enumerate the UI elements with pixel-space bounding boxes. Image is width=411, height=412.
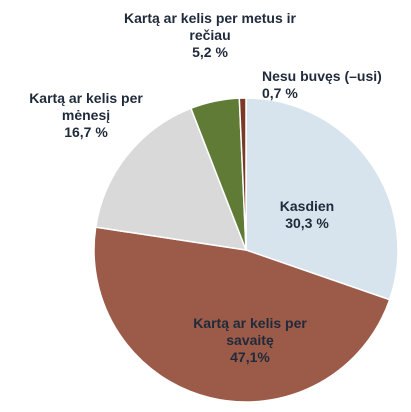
value-label: 0,7 %	[262, 85, 298, 101]
category-label: Kartą ar kelis per savaitę	[193, 315, 307, 348]
slice-label: Kasdien 30,3 %	[257, 198, 357, 232]
slice-label: Nesu buvęs (–usi) 0,7 %	[262, 68, 411, 102]
value-label: 30,3 %	[285, 215, 329, 231]
category-label: Nesu buvęs (–usi)	[262, 68, 382, 84]
slice-label: Kartą ar kelis per mėnesį 16,7 %	[6, 90, 166, 141]
category-label: Kartą ar kelis per mėnesį	[29, 90, 143, 123]
pie-slice	[94, 107, 248, 251]
value-label: 47,1%	[230, 349, 270, 365]
value-label: 16,7 %	[64, 124, 108, 140]
slice-label: Kartą ar kelis per savaitę 47,1%	[175, 315, 325, 366]
pie-slice	[93, 226, 391, 403]
value-label: 5,2 %	[192, 44, 228, 60]
slice-label: Kartą ar kelis per metus ir rečiau 5,2 %	[112, 10, 308, 61]
category-label: Kasdien	[279, 198, 335, 214]
category-label: Kartą ar kelis per metus ir rečiau	[124, 10, 296, 43]
pie-slice	[238, 97, 247, 251]
pie-slice	[245, 97, 399, 301]
